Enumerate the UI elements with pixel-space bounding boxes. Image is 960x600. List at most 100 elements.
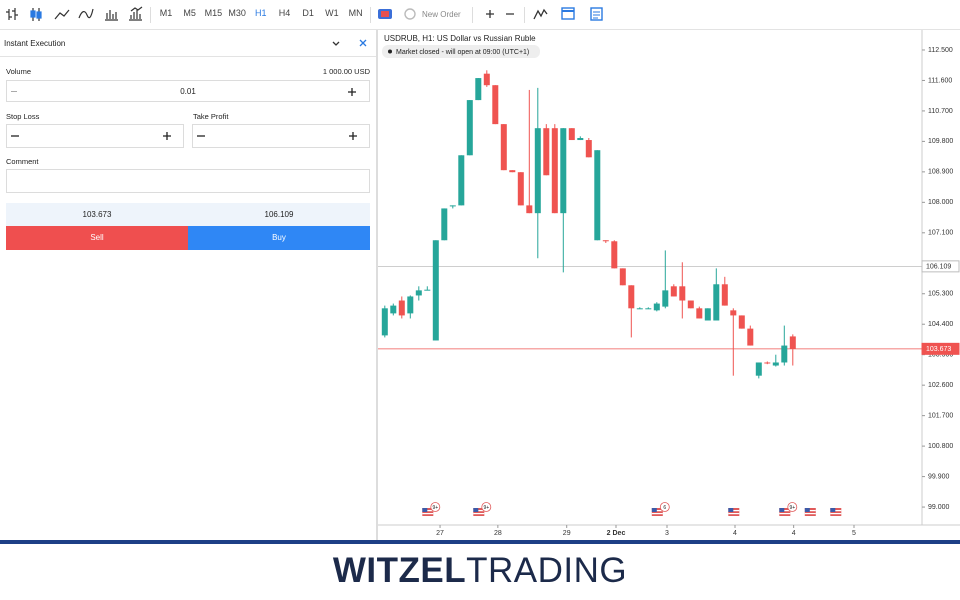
event-marker[interactable]: 6 bbox=[651, 502, 670, 517]
candle-body bbox=[534, 128, 541, 214]
candle-body bbox=[713, 284, 720, 321]
close-button[interactable] bbox=[359, 39, 367, 47]
brand-bold: WITZEL bbox=[332, 551, 467, 590]
timeframe-button[interactable]: W1 bbox=[325, 8, 339, 18]
new-order-icon[interactable] bbox=[404, 8, 416, 20]
y-tick-label: 105.300 bbox=[928, 291, 953, 298]
event-badge-count: 9+ bbox=[432, 505, 438, 511]
candle-body bbox=[679, 286, 686, 301]
volume-decrease[interactable] bbox=[11, 91, 17, 92]
candle-body bbox=[653, 303, 660, 311]
stop-loss-decrease[interactable] bbox=[10, 131, 20, 141]
candle-body bbox=[662, 290, 669, 307]
candle-body bbox=[585, 140, 592, 158]
bid-price: 103.673 bbox=[82, 210, 112, 219]
candle-body bbox=[602, 240, 609, 242]
brand-logo: WITZELTRADING bbox=[0, 544, 960, 598]
event-marker[interactable]: 9+ bbox=[779, 502, 798, 517]
chart-title: USDRUB, H1: US Dollar vs Russian Ruble bbox=[384, 34, 536, 43]
event-marker[interactable] bbox=[830, 508, 842, 516]
order-panel: Instant Execution Volume 1 000.00 USD 0.… bbox=[0, 30, 377, 540]
flag-canton bbox=[830, 508, 836, 512]
timeframe-button[interactable]: H1 bbox=[255, 8, 267, 18]
timeframe-button[interactable]: M5 bbox=[183, 8, 196, 18]
stop-loss-increase[interactable] bbox=[162, 131, 172, 141]
new-order-button[interactable]: New Order bbox=[422, 10, 461, 19]
collapse-button[interactable] bbox=[332, 41, 340, 46]
sell-button[interactable]: Sell bbox=[6, 226, 188, 250]
candle-body bbox=[645, 308, 652, 310]
candle-body bbox=[449, 205, 456, 207]
comment-input[interactable] bbox=[6, 169, 370, 193]
take-profit-decrease[interactable] bbox=[196, 131, 206, 141]
candle-body bbox=[594, 150, 601, 241]
volume-increase[interactable] bbox=[347, 87, 357, 97]
timeframe-button[interactable]: MN bbox=[348, 8, 363, 18]
candle-body bbox=[704, 308, 711, 321]
x-tick-label: 5 bbox=[852, 530, 856, 537]
flag-stripe bbox=[473, 513, 485, 515]
event-marker[interactable]: 9+ bbox=[422, 502, 441, 517]
stop-loss-input[interactable] bbox=[6, 124, 184, 148]
candle-body bbox=[764, 362, 771, 364]
y-tick-label: 104.400 bbox=[928, 321, 953, 328]
candle-body bbox=[628, 285, 635, 309]
timeframe-button[interactable]: M30 bbox=[228, 8, 246, 18]
flag-canton bbox=[779, 508, 785, 512]
panel-title: Instant Execution bbox=[4, 39, 66, 48]
candle-body bbox=[789, 336, 796, 349]
volume-input[interactable]: 0.01 bbox=[6, 80, 370, 102]
separator bbox=[370, 7, 371, 23]
event-marker[interactable] bbox=[728, 508, 740, 516]
timeframe-button[interactable]: M15 bbox=[204, 8, 223, 18]
flag-stripe bbox=[830, 510, 842, 512]
zoom-icons[interactable] bbox=[486, 10, 514, 18]
candle-body bbox=[30, 10, 36, 18]
volume-icon[interactable] bbox=[129, 6, 143, 21]
indicator-icon[interactable] bbox=[533, 8, 548, 20]
flag bbox=[422, 508, 434, 516]
y-tick-label: 107.100 bbox=[928, 230, 953, 237]
flag bbox=[728, 508, 740, 516]
candle-body bbox=[475, 78, 482, 101]
divider bbox=[0, 56, 376, 57]
volume-usd: 1 000.00 USD bbox=[322, 67, 370, 76]
area-icon[interactable] bbox=[78, 8, 94, 19]
candle-body bbox=[526, 205, 533, 214]
event-badge bbox=[430, 502, 441, 512]
timeframe-button[interactable]: H4 bbox=[278, 8, 291, 18]
candle-body bbox=[551, 128, 558, 214]
candle-body bbox=[696, 308, 703, 319]
candle-body bbox=[543, 128, 550, 176]
event-marker[interactable]: 9+ bbox=[473, 502, 492, 517]
ask-label-box bbox=[921, 260, 960, 273]
bars-icon[interactable] bbox=[6, 8, 18, 20]
event-badge-count: 9+ bbox=[789, 505, 795, 511]
notes-icon[interactable] bbox=[590, 7, 603, 21]
take-profit-increase[interactable] bbox=[348, 131, 358, 141]
flag-stripe bbox=[422, 510, 434, 512]
timeframe-button[interactable]: M1 bbox=[159, 8, 173, 18]
separator bbox=[472, 7, 473, 23]
candle-body bbox=[568, 128, 575, 141]
candle-body bbox=[458, 155, 465, 206]
flag bbox=[779, 508, 791, 516]
x-tick-label: 4 bbox=[733, 530, 737, 537]
event-marker[interactable] bbox=[804, 508, 816, 516]
market-status: Market closed - will open at 09:00 (UTC+… bbox=[396, 49, 529, 56]
timeframe-button[interactable]: D1 bbox=[302, 8, 314, 18]
calendar-icon[interactable] bbox=[561, 7, 575, 20]
panel-controls bbox=[332, 39, 367, 47]
event-badge-count: 9+ bbox=[483, 505, 489, 511]
line-icon[interactable] bbox=[54, 9, 70, 20]
candle-body bbox=[772, 362, 779, 366]
candle-body bbox=[492, 85, 499, 125]
buy-button[interactable]: Buy bbox=[188, 226, 370, 250]
candle-body bbox=[721, 284, 728, 306]
take-profit-input[interactable] bbox=[192, 124, 370, 148]
comment-label: Comment bbox=[6, 157, 39, 166]
y-tick-label: 102.600 bbox=[928, 382, 953, 389]
y-tick-label: 100.800 bbox=[928, 443, 953, 450]
footer: WITZELTRADING bbox=[0, 540, 960, 600]
histogram-icon[interactable] bbox=[105, 10, 118, 21]
